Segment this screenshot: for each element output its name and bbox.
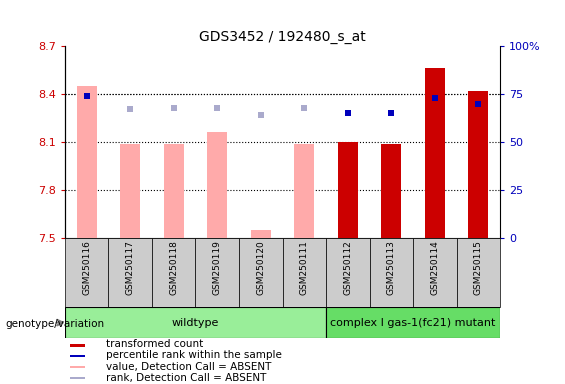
Text: GSM250117: GSM250117	[126, 240, 134, 295]
Text: GSM250116: GSM250116	[82, 240, 91, 295]
Bar	[152, 238, 195, 307]
Text: genotype/variation: genotype/variation	[6, 319, 105, 329]
Bar	[338, 142, 358, 238]
Title: GDS3452 / 192480_s_at: GDS3452 / 192480_s_at	[199, 30, 366, 44]
Bar	[413, 238, 457, 307]
Text: value, Detection Call = ABSENT: value, Detection Call = ABSENT	[106, 362, 272, 372]
Bar	[70, 355, 85, 358]
Text: wildtype: wildtype	[172, 318, 219, 328]
Bar	[282, 238, 326, 307]
Bar	[108, 238, 152, 307]
Text: percentile rank within the sample: percentile rank within the sample	[106, 350, 282, 360]
Bar	[239, 238, 282, 307]
Text: GSM250114: GSM250114	[431, 240, 439, 295]
Bar	[70, 344, 85, 346]
Bar	[251, 230, 271, 238]
Bar	[381, 144, 401, 238]
Bar	[457, 238, 500, 307]
Bar	[164, 144, 184, 238]
Text: GSM250112: GSM250112	[344, 240, 352, 295]
Bar	[65, 307, 326, 338]
Bar	[65, 238, 108, 307]
Text: transformed count: transformed count	[106, 339, 203, 349]
Bar	[468, 91, 488, 238]
Bar	[425, 68, 445, 238]
Bar	[326, 307, 500, 338]
Text: GSM250118: GSM250118	[170, 240, 178, 295]
Bar	[195, 238, 239, 307]
Bar	[207, 132, 227, 238]
Bar	[70, 377, 85, 379]
Text: complex I gas-1(fc21) mutant: complex I gas-1(fc21) mutant	[331, 318, 496, 328]
Text: GSM250115: GSM250115	[474, 240, 483, 295]
Text: GSM250119: GSM250119	[213, 240, 221, 295]
Text: GSM250113: GSM250113	[387, 240, 396, 295]
Bar	[326, 238, 370, 307]
Text: GSM250120: GSM250120	[257, 240, 265, 295]
Bar	[120, 144, 140, 238]
Bar	[77, 86, 97, 238]
Bar	[370, 238, 413, 307]
Bar	[294, 144, 314, 238]
Text: rank, Detection Call = ABSENT: rank, Detection Call = ABSENT	[106, 373, 267, 383]
Text: GSM250111: GSM250111	[300, 240, 308, 295]
Bar	[70, 366, 85, 368]
